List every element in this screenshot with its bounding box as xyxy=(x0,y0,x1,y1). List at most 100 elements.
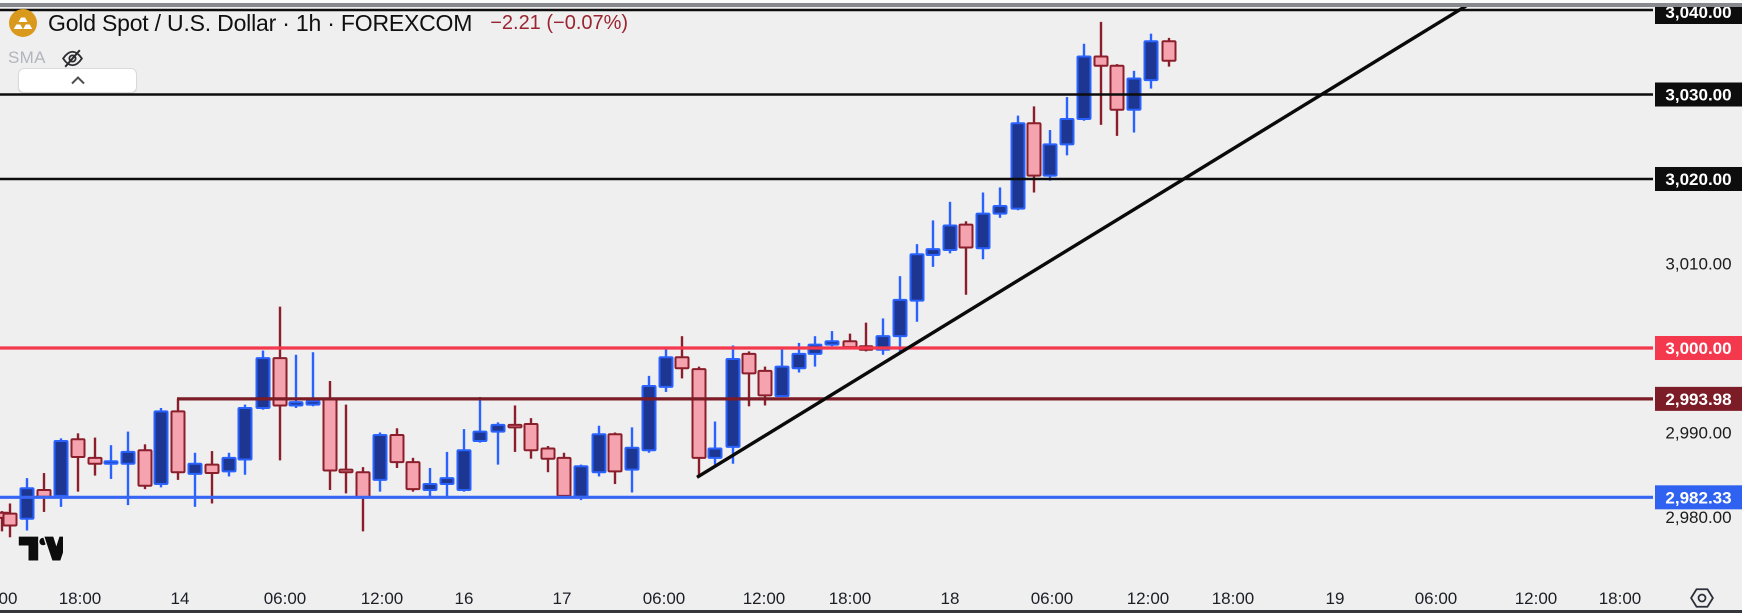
time-axis-label[interactable]: 14 xyxy=(171,589,190,608)
candle-up xyxy=(53,438,69,507)
time-axis-label[interactable]: 17 xyxy=(553,589,572,608)
svg-text:3,020.00: 3,020.00 xyxy=(1665,170,1731,189)
top-edge xyxy=(0,0,1742,3)
candle-up xyxy=(892,276,908,354)
time-axis-label[interactable]: 16 xyxy=(455,589,474,608)
candle-down xyxy=(741,351,757,407)
candle-up xyxy=(658,348,674,392)
candle-down xyxy=(87,437,103,476)
candle-down xyxy=(757,366,773,406)
time-axis-label[interactable]: 06:00 xyxy=(643,589,686,608)
tradingview-logo[interactable] xyxy=(17,531,70,572)
time-axis-label[interactable]: 18:00 xyxy=(59,589,102,608)
candle-down xyxy=(137,444,153,490)
time-axis-label[interactable]: 00 xyxy=(0,589,17,608)
time-axis-label[interactable]: 12:00 xyxy=(1515,589,1558,608)
time-axis-label[interactable]: 12:00 xyxy=(743,589,786,608)
candle-up xyxy=(1042,129,1058,181)
price-label-box[interactable]: 3,020.00 xyxy=(1655,167,1742,191)
candle-up xyxy=(624,427,640,493)
candle-down xyxy=(1161,37,1177,67)
candle-up xyxy=(472,397,488,443)
candle-up xyxy=(975,192,991,260)
candle-down xyxy=(540,446,556,473)
candle-up xyxy=(774,348,790,398)
price-change-value: −2.21 (−0.07%) xyxy=(490,11,629,34)
price-label-plain: 3,010.00 xyxy=(1665,255,1731,274)
symbol-legend: Gold Spot / U.S. Dollar · 1h · FOREXCOM … xyxy=(8,8,628,69)
axis-settings-icon[interactable] xyxy=(1690,588,1714,613)
candle-up xyxy=(372,432,388,492)
eye-off-icon[interactable] xyxy=(60,47,85,70)
svg-text:2,993.98: 2,993.98 xyxy=(1665,390,1731,409)
candle-up xyxy=(942,201,958,254)
candle-up xyxy=(439,451,455,498)
candle-down xyxy=(389,428,405,468)
svg-text:3,030.00: 3,030.00 xyxy=(1665,86,1731,105)
candle-up xyxy=(19,478,35,531)
price-label-plain: 2,990.00 xyxy=(1665,424,1731,443)
candle-up xyxy=(187,452,203,507)
time-axis-label[interactable]: 12:00 xyxy=(361,589,404,608)
legend-collapse-button[interactable] xyxy=(18,68,137,93)
candle-down xyxy=(556,452,572,499)
bottom-edge xyxy=(0,610,1742,613)
candle-up xyxy=(591,425,607,477)
time-axis-label[interactable]: 18:00 xyxy=(1599,589,1642,608)
candle-up xyxy=(1059,97,1075,156)
candle-up xyxy=(237,404,253,475)
candle-up xyxy=(422,467,438,498)
time-axis-label[interactable]: 06:00 xyxy=(1415,589,1458,608)
chevron-up-icon xyxy=(70,76,86,85)
candle-down xyxy=(674,336,690,379)
price-label-box[interactable]: 3,000.00 xyxy=(1655,336,1742,360)
candle-up xyxy=(456,429,472,492)
time-axis-label[interactable]: 12:00 xyxy=(1127,589,1170,608)
candle-up xyxy=(807,336,823,367)
candle-down xyxy=(691,366,707,476)
candle-up xyxy=(153,407,169,488)
candle-down xyxy=(338,404,354,494)
candle-down xyxy=(607,432,623,485)
candle-up xyxy=(120,431,136,506)
time-axis-label[interactable]: 19 xyxy=(1326,589,1345,608)
svg-text:3,000.00: 3,000.00 xyxy=(1665,339,1731,358)
time-axis-label[interactable]: 18:00 xyxy=(1212,589,1255,608)
price-label-box[interactable]: 3,030.00 xyxy=(1655,82,1742,107)
candle-down xyxy=(1093,21,1109,125)
candle-up xyxy=(707,421,723,465)
candle-up xyxy=(875,318,891,355)
price-label-box[interactable]: 2,982.33 xyxy=(1655,485,1742,510)
time-axis-label[interactable]: 18:00 xyxy=(829,589,872,608)
time-axis-label[interactable]: 06:00 xyxy=(264,589,307,608)
sma-indicator-label[interactable]: SMA xyxy=(8,48,46,67)
candle-up xyxy=(1076,43,1092,121)
candle-up xyxy=(490,422,506,465)
candle-up xyxy=(221,452,237,477)
candle-down xyxy=(70,433,86,492)
candle-down xyxy=(355,467,371,532)
candle-down xyxy=(170,398,186,480)
time-axis-label[interactable]: 18 xyxy=(941,589,960,608)
candle-down xyxy=(204,451,220,504)
symbol-title[interactable]: Gold Spot / U.S. Dollar · 1h · FOREXCOM xyxy=(48,9,473,36)
svg-text:2,982.33: 2,982.33 xyxy=(1665,488,1731,507)
price-label-box[interactable]: 2,993.98 xyxy=(1655,386,1742,411)
candle-down xyxy=(523,418,539,459)
candle-down xyxy=(272,306,288,461)
candle-down xyxy=(958,221,974,295)
candle-up xyxy=(992,187,1008,218)
candle-up xyxy=(641,375,657,453)
candle-down xyxy=(2,503,18,538)
time-axis-label[interactable]: 06:00 xyxy=(1031,589,1074,608)
trend-line[interactable] xyxy=(696,0,1477,479)
candle-up xyxy=(573,464,589,501)
candle-up xyxy=(1143,33,1159,89)
candle-up xyxy=(255,350,271,410)
window-top-border xyxy=(0,3,1742,7)
candle-down xyxy=(405,457,421,492)
svg-text:3,040.00: 3,040.00 xyxy=(1665,3,1731,22)
candle-up xyxy=(824,331,840,347)
